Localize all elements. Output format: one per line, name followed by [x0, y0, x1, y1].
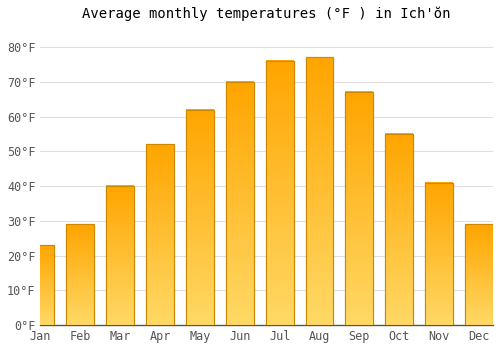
- Bar: [465, 224, 493, 325]
- Bar: [226, 82, 254, 325]
- Bar: [146, 144, 174, 325]
- Bar: [66, 224, 94, 325]
- Title: Average monthly temperatures (°F ) in Ich'ŏn: Average monthly temperatures (°F ) in Ic…: [82, 7, 451, 21]
- Bar: [266, 61, 293, 325]
- Bar: [66, 224, 94, 325]
- Bar: [146, 144, 174, 325]
- Bar: [386, 134, 413, 325]
- Bar: [386, 134, 413, 325]
- Bar: [106, 186, 134, 325]
- Bar: [26, 245, 54, 325]
- Bar: [106, 186, 134, 325]
- Bar: [425, 183, 453, 325]
- Bar: [186, 110, 214, 325]
- Bar: [266, 61, 293, 325]
- Bar: [226, 82, 254, 325]
- Bar: [346, 92, 374, 325]
- Bar: [425, 183, 453, 325]
- Bar: [465, 224, 493, 325]
- Bar: [186, 110, 214, 325]
- Bar: [306, 57, 334, 325]
- Bar: [306, 57, 334, 325]
- Bar: [346, 92, 374, 325]
- Bar: [26, 245, 54, 325]
